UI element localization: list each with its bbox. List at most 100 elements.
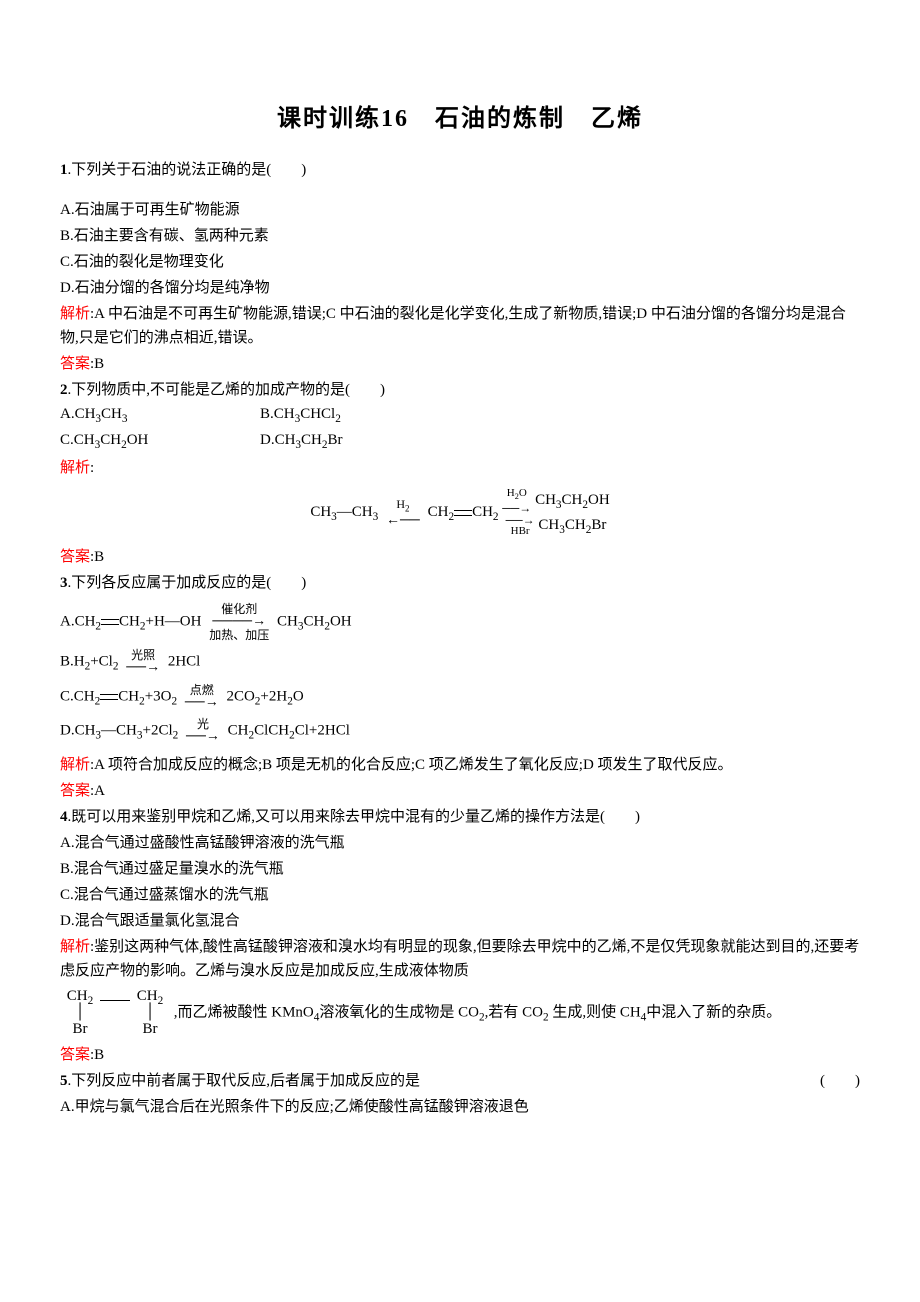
t: CH	[137, 988, 158, 1004]
as: ──→ HBr	[506, 514, 535, 537]
q4-ans: 答案:B	[60, 1043, 860, 1067]
double-bond-icon	[454, 509, 472, 517]
q5-paren: ( )	[820, 1069, 860, 1093]
arrow-icon: ←──	[386, 514, 420, 528]
t: A.CH	[60, 406, 95, 422]
t: CH	[538, 517, 559, 533]
q3-jiexi-text: :A 项符合加成反应的概念;B 项是无机的化合反应;C 项乙烯发生了氧化反应;D…	[90, 757, 733, 773]
t: H	[507, 487, 515, 499]
arrow-right-stack: H2O ──→ CH3CH2OH ──→ HBr CH3CH2Br	[502, 488, 609, 537]
q3-optB: B.H2+Cl2 光照 ──→ 2HCl	[60, 649, 860, 675]
t: ,而乙烯被酸性 KMnO	[174, 1004, 314, 1020]
double-bond-icon	[101, 618, 119, 626]
t: O	[293, 688, 304, 704]
t: OH	[330, 614, 352, 630]
t: CH	[67, 988, 88, 1004]
t: 生成,则使 CH	[549, 1004, 641, 1020]
top-arrow: H2O ──→ CH3CH2OH	[502, 488, 609, 513]
c: Br	[130, 1017, 170, 1041]
q1-text: .下列关于石油的说法正确的是( )	[68, 162, 307, 178]
q2-text: .下列物质中,不可能是乙烯的加成产物的是( )	[68, 382, 386, 398]
arrow: 点燃 ──→	[185, 684, 219, 710]
colon: :	[90, 460, 94, 476]
t: CH	[119, 614, 140, 630]
t: CH	[565, 517, 586, 533]
c: Br	[60, 1017, 100, 1041]
q4-optC: C.混合气通过盛蒸馏水的洗气瓶	[60, 883, 860, 907]
t: CH	[303, 614, 324, 630]
bot-arrow: ──→ HBr CH3CH2Br	[502, 514, 609, 537]
q2-row2: C.CH3CH2OH D.CH3CH2Br	[60, 428, 860, 454]
q2-optA: A.CH3CH3	[60, 402, 260, 428]
t: B.CH	[260, 406, 295, 422]
q1-optA: A.石油属于可再生矿物能源	[60, 198, 860, 222]
q2-stem: 2.下列物质中,不可能是乙烯的加成产物的是( )	[60, 378, 860, 402]
t: +Cl	[90, 654, 113, 670]
q4-jiexi-2: CH2 CH2 │ │ Br Br ,而乙烯被酸性 KMnO4溶液氧化的生成物是…	[60, 989, 860, 1037]
t: CH	[428, 504, 449, 520]
jiexi-label: 解析	[60, 757, 90, 773]
sub: 3	[122, 413, 128, 425]
q3-ans: 答案:A	[60, 779, 860, 803]
ans-label: 答案	[60, 783, 90, 799]
q2-optC: C.CH3CH2OH	[60, 428, 260, 454]
t: CH	[562, 493, 583, 509]
q4-stem: 4.既可以用来鉴别甲烷和乙烯,又可以用来除去甲烷中混有的少量乙烯的操作方法是( …	[60, 805, 860, 829]
q5-optA: A.甲烷与氯气混合后在光照条件下的反应;乙烯使酸性高锰酸钾溶液退色	[60, 1095, 860, 1119]
t: —CH	[101, 723, 137, 739]
q3-jiexi: 解析:A 项符合加成反应的概念;B 项是无机的化合反应;C 项乙烯发生了氧化反应…	[60, 753, 860, 777]
t: H	[396, 497, 405, 511]
t: CH	[310, 504, 331, 520]
t: O	[519, 487, 527, 499]
q1-optC: C.石油的裂化是物理变化	[60, 250, 860, 274]
t: C.CH	[60, 688, 95, 704]
page: 课时训练16 石油的炼制 乙烯 1.下列关于石油的说法正确的是( ) A.石油属…	[0, 0, 920, 1179]
t: CH	[301, 432, 322, 448]
q1-stem: 1.下列关于石油的说法正确的是( )	[60, 158, 860, 182]
q3-ans-text: :A	[90, 783, 105, 799]
q2-ans-text: :B	[90, 549, 104, 565]
t: 点燃	[190, 684, 214, 696]
t: CH	[100, 432, 121, 448]
t: Br	[591, 517, 606, 533]
t: —CH	[337, 504, 373, 520]
q1-jiexi-text: :A 中石油是不可再生矿物能源,错误;C 中石油的裂化是化学变化,生成了新物质,…	[60, 306, 846, 346]
t: CH	[118, 688, 139, 704]
t: CH	[228, 723, 249, 739]
q2-row1: A.CH3CH3 B.CH3CHCl2	[60, 402, 860, 428]
q3-optD: D.CH3—CH3+2Cl2 光 ──→ CH2ClCH2Cl+2HCl	[60, 718, 860, 744]
arrow-icon: ──→	[126, 661, 160, 675]
t: 溶液氧化的生成物是 CO	[319, 1004, 479, 1020]
sub: 3	[373, 511, 379, 523]
t: D.CH	[60, 723, 95, 739]
t: CH	[535, 493, 556, 509]
sub: 2	[173, 730, 179, 742]
q1-optB: B.石油主要含有碳、氢两种元素	[60, 224, 860, 248]
q1-jiexi: 解析:A 中石油是不可再生矿物能源,错误;C 中石油的裂化是化学变化,生成了新物…	[60, 302, 860, 350]
t: HBr	[511, 526, 530, 537]
t: Br	[328, 432, 343, 448]
double-bond-icon	[100, 693, 118, 701]
q4-optA: A.混合气通过盛酸性高锰酸钾溶液的洗气瓶	[60, 831, 860, 855]
q1-num: 1	[60, 162, 68, 178]
q2-optB: B.CH3CHCl2	[260, 402, 341, 428]
ans-label: 答案	[60, 549, 90, 565]
q4-num: 4	[60, 809, 68, 825]
sub: 2	[335, 413, 341, 425]
t: +3O	[145, 688, 172, 704]
t: +H—OH	[146, 614, 202, 630]
t: ,若有 CO	[485, 1004, 543, 1020]
q4-jiexi-text1: :鉴别这两种气体,酸性高锰酸钾溶液和溴水均有明显的现象,但要除去甲烷中的乙烯,不…	[60, 939, 859, 979]
q2-ans: 答案:B	[60, 545, 860, 569]
t: A.CH	[60, 614, 95, 630]
t: H2O	[507, 488, 527, 501]
q3-stem: 3.下列各反应属于加成反应的是( )	[60, 571, 860, 595]
t: Cl+2HCl	[295, 723, 350, 739]
row3: Br Br	[60, 1021, 170, 1037]
jiexi-label: 解析	[60, 306, 90, 322]
t: 中混入了新的杂质。	[646, 1004, 781, 1020]
arrow-icon: ────→	[212, 615, 266, 629]
ans-label: 答案	[60, 356, 90, 372]
t: 加热、加压	[209, 629, 269, 641]
q2-optD: D.CH3CH2Br	[260, 428, 343, 454]
